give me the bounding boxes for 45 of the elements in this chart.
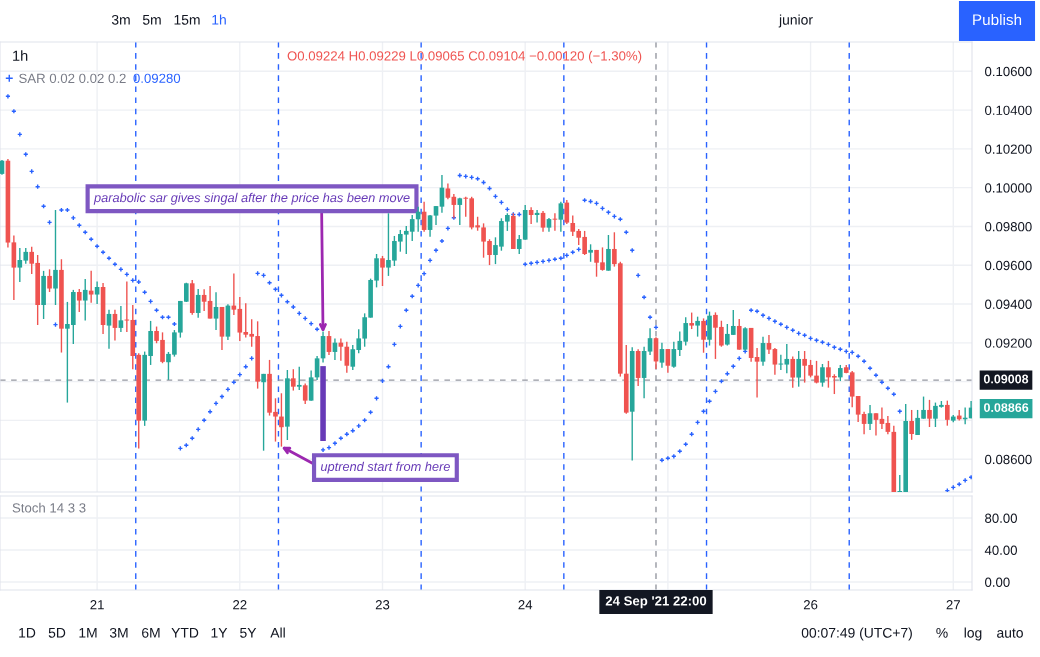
y-tick-label: 0.09400 xyxy=(985,299,1032,309)
text: auto xyxy=(997,628,1023,638)
text: 5D xyxy=(48,628,66,638)
x-tick-label: 21 xyxy=(90,600,104,610)
y-tick-label: 0.10400 xyxy=(985,105,1032,115)
text: 3m xyxy=(111,14,130,25)
text: 1h xyxy=(212,14,226,25)
y-tick-label: 40.00 xyxy=(984,545,1017,555)
y-tick-label: 0.08600 xyxy=(985,454,1032,465)
ref-line-label: 24 Sep '21 22:00 xyxy=(605,596,707,609)
annotation: parabolic sar gives singal after the price has been move xyxy=(93,192,410,205)
y-tick-label: 0.10600 xyxy=(985,66,1032,77)
x-tick-label: 23 xyxy=(375,600,390,610)
text: 5Y xyxy=(240,628,257,638)
legend-label: SAR 0.02 0.02 0.2 xyxy=(19,73,126,84)
chart-title: Stoch 14 3 3 xyxy=(12,502,86,513)
x-tick-label: 22 xyxy=(233,600,247,610)
text: 1Y xyxy=(211,628,228,638)
text: 1D xyxy=(19,628,36,638)
text: YTD xyxy=(171,628,199,638)
chart-title: 1h xyxy=(13,50,28,61)
y-tick-label: 0.10000 xyxy=(985,183,1032,193)
text: 3M xyxy=(109,627,128,638)
y-tick-label: 0.09800 xyxy=(985,222,1032,232)
text: 15m xyxy=(174,15,200,25)
annotation: uptrend start from here xyxy=(320,461,450,474)
x-tick-label: 24 xyxy=(518,600,533,610)
text: % xyxy=(936,627,948,638)
x-tick-label: 26 xyxy=(803,600,818,610)
ref-line-label: 0.09008 xyxy=(983,374,1029,384)
text: All xyxy=(270,627,285,638)
y-tick-label: 0.00 xyxy=(985,577,1010,587)
text: junior xyxy=(778,14,813,28)
y-tick-label: 0.10200 xyxy=(985,144,1032,154)
text: 00:07:49 (UTC+7) xyxy=(801,627,912,641)
y-tick-label: 80.00 xyxy=(985,513,1017,523)
text: 6M xyxy=(142,627,160,638)
x-tick-label: 27 xyxy=(946,600,960,610)
annotation: 0.08866 xyxy=(984,403,1029,412)
y-tick-label: 0.09600 xyxy=(985,260,1032,271)
y-tick-label: 0.09200 xyxy=(985,338,1032,348)
text: Publish xyxy=(973,13,1022,26)
text: 1M xyxy=(79,628,97,638)
text: log xyxy=(964,627,982,641)
text: 5m xyxy=(142,15,161,25)
